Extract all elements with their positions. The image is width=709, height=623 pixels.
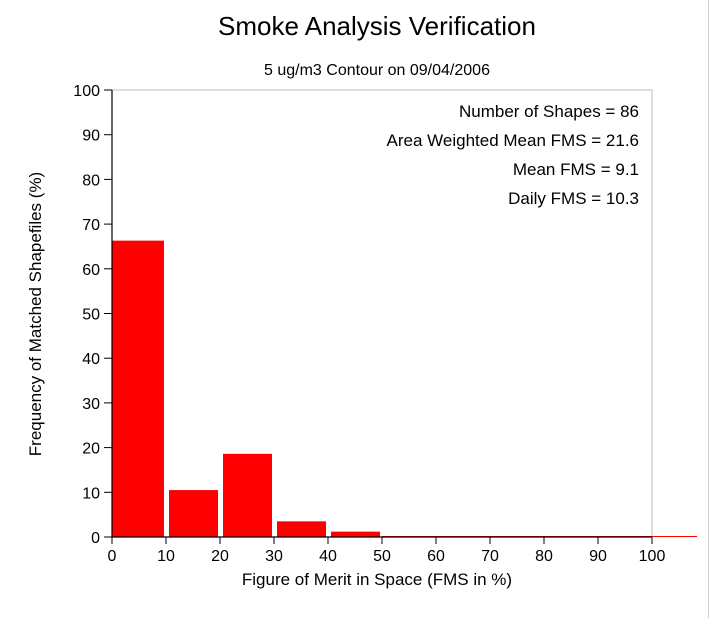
axes	[111, 90, 652, 538]
y-tick-label: 0	[91, 530, 100, 547]
x-tick-label: 0	[108, 548, 117, 565]
x-axis-label: Figure of Merit in Space (FMS in %)	[242, 570, 512, 589]
x-tick-label: 30	[265, 548, 283, 565]
histogram-bars	[112, 240, 697, 537]
plot-border	[111, 89, 653, 538]
stats-annotation: Area Weighted Mean FMS = 21.6	[387, 131, 639, 150]
y-tick-label: 70	[82, 217, 100, 234]
x-tick-label: 20	[211, 548, 229, 565]
histogram-bar	[331, 531, 380, 537]
x-tick-label: 60	[427, 548, 445, 565]
y-tick-label: 60	[82, 262, 100, 279]
x-tick-label: 10	[157, 548, 175, 565]
chart-title: Smoke Analysis Verification	[218, 11, 536, 41]
chart-subtitle: 5 ug/m3 Contour on 09/04/2006	[264, 62, 490, 79]
y-axis-label: Frequency of Matched Shapefiles (%)	[26, 172, 45, 456]
y-tick-label: 80	[82, 172, 100, 189]
x-tick-label: 70	[481, 548, 499, 565]
x-tick-label: 100	[639, 548, 666, 565]
x-tick-label: 50	[373, 548, 391, 565]
histogram-bar	[277, 521, 326, 537]
stats-annotations: Number of Shapes = 86 Area Weighted Mean …	[387, 102, 639, 208]
y-tick-label: 30	[82, 396, 100, 413]
plot-frame	[111, 89, 653, 538]
x-axis-ticks: 0 10 20 30 40 50 60 70 80 90 100	[108, 537, 666, 565]
y-tick-label: 20	[82, 441, 100, 458]
y-tick-label: 50	[82, 307, 100, 324]
stats-annotation: Number of Shapes = 86	[459, 102, 639, 121]
x-tick-label: 80	[535, 548, 553, 565]
histogram-bar	[169, 490, 218, 537]
y-tick-label: 90	[82, 128, 100, 145]
y-tick-label: 40	[82, 351, 100, 368]
x-tick-label: 90	[589, 548, 607, 565]
y-axis-ticks: 0 10 20 30 40 50 60 70 80 90 100	[73, 83, 112, 547]
stats-annotation: Daily FMS = 10.3	[508, 189, 639, 208]
stats-annotation: Mean FMS = 9.1	[513, 160, 639, 179]
x-tick-label: 40	[319, 548, 337, 565]
y-tick-label: 100	[73, 83, 100, 100]
y-tick-label: 10	[82, 485, 100, 502]
histogram-bar	[223, 453, 272, 537]
histogram-bar	[112, 240, 164, 537]
